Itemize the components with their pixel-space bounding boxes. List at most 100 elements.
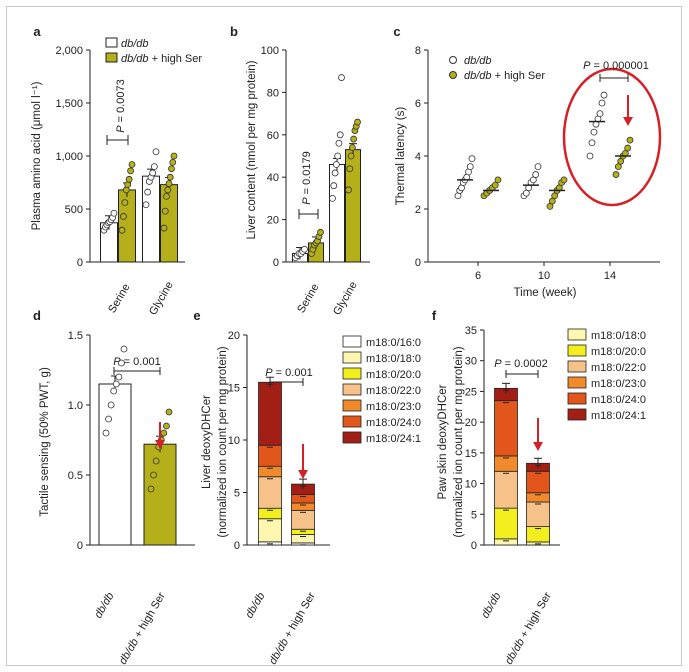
panel-d-y-axis-tick-label: 1.5 xyxy=(68,330,83,342)
panel-f-legend-label: m18:0/24:1 xyxy=(591,410,646,422)
panel-c-point xyxy=(468,155,476,163)
panel-b-point xyxy=(331,169,339,177)
panel-a-legend-swatch xyxy=(105,52,118,63)
panel-d-point xyxy=(118,359,125,367)
panel-letter-b: b xyxy=(230,24,238,39)
panel-f-legend-label: m18:0/23:0 xyxy=(591,378,646,390)
panel-b-y-axis-tick-label: 60 xyxy=(267,130,279,142)
panel-f-p-value: P = 0.0002 xyxy=(494,358,548,370)
panel-a-point xyxy=(161,207,169,215)
panel-b-point xyxy=(332,161,340,168)
panel-f-y-axis-tick-label: 15 xyxy=(465,448,477,460)
panel-a-y-axis-tick-label: 1,000 xyxy=(55,151,83,163)
panel-f-legend-swatch xyxy=(567,376,587,389)
panel-d-point xyxy=(160,429,168,437)
panel-b-y-axis-tick-label: 80 xyxy=(267,87,279,99)
panel-a-bar xyxy=(142,175,160,263)
panel-b-y-axis-tick-label: 40 xyxy=(267,172,279,184)
panel-e-stack-segment xyxy=(258,476,282,509)
panel-e-stack-segment xyxy=(291,509,315,530)
panel-c-y-label: Thermal latency (s) xyxy=(395,107,407,206)
panel-f-stack-segment xyxy=(526,470,550,494)
panel-e-category-label: db/db xyxy=(243,591,267,621)
panel-c-p-value: P = 0.000001 xyxy=(583,60,649,72)
panel-f-y-axis-tick-label: 25 xyxy=(465,386,477,398)
panel-b-y-axis-tick-label: 100 xyxy=(261,45,279,57)
panel-a-point xyxy=(120,213,127,220)
panel-a-point xyxy=(118,226,126,234)
figure-frame xyxy=(6,6,682,666)
panel-a-legend-label: db/db + high Ser xyxy=(121,53,202,65)
panel-d-point xyxy=(105,415,112,423)
panel-e-p-value: P = 0.001 xyxy=(265,367,312,379)
panel-c-point xyxy=(624,144,632,152)
panel-f-stack-segment xyxy=(526,492,550,503)
panel-f-y-axis-tick-label: 5 xyxy=(471,509,477,521)
panel-c-y-axis-tick-label: 2 xyxy=(415,204,421,216)
panel-f-legend-label: m18:0/22:0 xyxy=(591,362,646,374)
panel-d-point xyxy=(165,408,173,416)
panel-a-point xyxy=(160,224,168,232)
panel-a-category-label: Glycine xyxy=(147,280,176,318)
panel-c-x-tick-label: 14 xyxy=(604,270,616,282)
panel-e-legend-swatch xyxy=(342,383,362,396)
panel-e-legend-label: m18:0/23:0 xyxy=(366,401,421,413)
panel-f-stack-segment xyxy=(494,400,518,457)
panel-f-legend-swatch xyxy=(567,360,587,373)
panel-b-point xyxy=(348,144,356,151)
panel-a-p-value: P = 0.0073 xyxy=(115,79,127,133)
panel-b-point xyxy=(317,228,324,236)
panel-a-point xyxy=(170,152,178,160)
panel-a-legend-label: db/db xyxy=(121,38,149,50)
panel-f-y-label: Paw skin deoxyDHCer xyxy=(437,384,449,499)
panel-f-y-axis-tick-label: 20 xyxy=(465,417,477,429)
panel-a-point xyxy=(165,180,173,187)
panel-d-bar xyxy=(143,443,177,546)
panel-f-category-label: db/db + high Ser xyxy=(503,590,554,666)
panel-c-legend-label: db/db + high Ser xyxy=(464,70,545,82)
panel-b-point xyxy=(347,152,355,160)
panel-e-y-axis-tick-label: 15 xyxy=(228,383,240,395)
panel-b-category-label: Glycine xyxy=(331,280,360,318)
panel-d-point xyxy=(112,380,120,388)
panel-d-bar xyxy=(98,383,132,546)
panel-c-x-label: Time (week) xyxy=(514,287,577,299)
panel-letter-e: e xyxy=(193,308,200,323)
panel-e-legend-label: m18:0/18:0 xyxy=(366,353,421,365)
panel-a-point xyxy=(144,188,152,196)
panel-b-point xyxy=(329,194,336,202)
panel-b-point xyxy=(301,245,308,253)
panel-f-y-label-sub: (normalized ion count per mg protein) xyxy=(453,346,465,537)
panel-c-point xyxy=(491,181,499,189)
panel-f-stack-segment xyxy=(494,538,518,546)
panel-b-point xyxy=(346,165,354,173)
panel-e-legend-swatch xyxy=(342,399,362,412)
panel-letter-a: a xyxy=(33,24,41,39)
panel-c-point xyxy=(596,110,604,117)
panel-c-y-axis-tick-label: 0 xyxy=(415,257,421,269)
panel-c-point xyxy=(590,128,598,136)
panel-e-category-label: db/db + high Ser xyxy=(267,590,318,666)
panel-d-point xyxy=(102,429,110,437)
panel-f-legend-swatch xyxy=(567,344,587,357)
panel-b-point xyxy=(334,152,342,160)
panel-b-y-axis-tick-label: 0 xyxy=(273,257,279,269)
panel-a-y-label: Plasma amino acid (μmol l⁻¹) xyxy=(31,81,43,230)
panel-f-legend-label: m18:0/24:0 xyxy=(591,394,646,406)
panel-a-y-axis-tick-label: 1,500 xyxy=(55,98,83,110)
panel-e-legend-swatch xyxy=(342,431,362,444)
highlight-ellipse xyxy=(562,67,662,207)
panel-c-point xyxy=(586,152,594,160)
panel-f-legend-swatch xyxy=(567,328,587,341)
panel-e-stack-segment xyxy=(258,518,282,543)
panel-e-stack-segment xyxy=(291,528,315,535)
panel-e-stack-segment xyxy=(258,381,282,446)
panel-c-legend-marker xyxy=(449,71,457,79)
panel-f-stack-segment xyxy=(526,501,550,527)
panel-d-point xyxy=(150,471,157,479)
panel-c-point xyxy=(466,163,474,171)
panel-b-point xyxy=(345,186,352,194)
panel-d-point xyxy=(147,485,155,493)
panel-e-legend-swatch xyxy=(342,351,362,364)
panel-b-p-value: P = 0.0179 xyxy=(301,151,313,205)
